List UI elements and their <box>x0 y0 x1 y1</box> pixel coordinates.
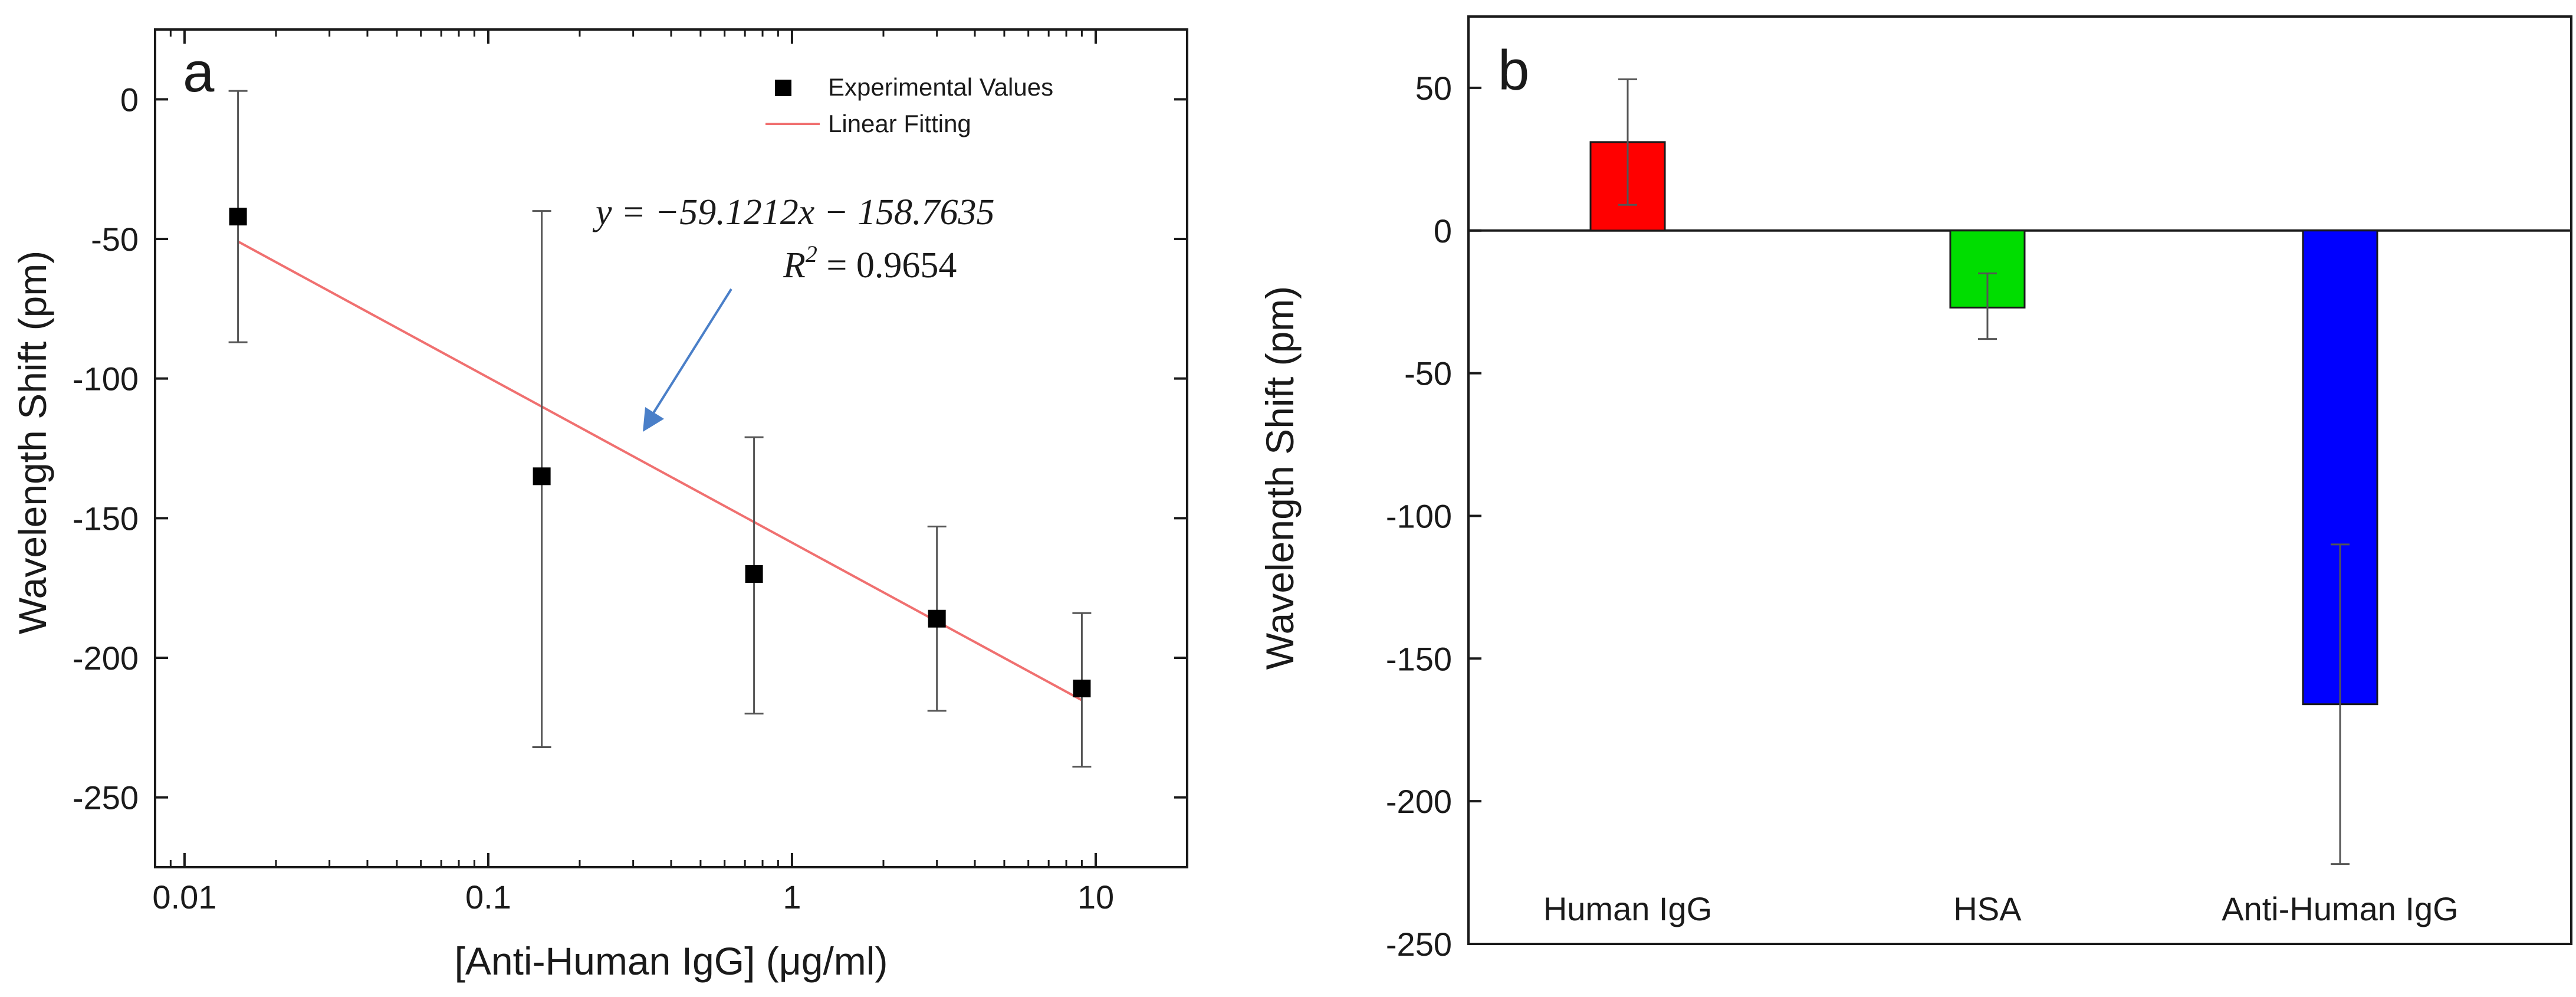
x-tick-label: 10 <box>1077 878 1114 916</box>
y-tick-label: 0 <box>120 81 139 118</box>
panel-a-plot-frame <box>154 28 1188 868</box>
category-label: Anti-Human IgG <box>2222 890 2459 927</box>
panel-a-y-axis-label: Wavelength Shift (pm) <box>11 251 54 634</box>
panel-a-legend: Experimental Values Linear Fitting <box>765 73 1053 137</box>
panel-a-equation: y = −59.1212x − 158.7635 R2 = 0.9654 <box>592 192 995 432</box>
data-point <box>1073 680 1091 698</box>
panel-a-x-axis-label: [Anti-Human IgG] (μg/ml) <box>455 939 888 983</box>
r-squared-exponent: 2 <box>806 241 817 267</box>
y-tick-label: -200 <box>73 639 139 677</box>
y-tick-label: -100 <box>73 360 139 398</box>
y-tick-label: 50 <box>1415 70 1452 107</box>
panel-b-plot-frame <box>1467 15 2572 945</box>
y-tick-label: -150 <box>73 500 139 537</box>
fit-equation: y = −59.1212x − 158.7635 <box>592 192 995 232</box>
category-label: Human IgG <box>1543 890 1712 927</box>
panel-a-fit-layer <box>237 240 1083 701</box>
category-label: HSA <box>1953 890 2022 927</box>
annotation-arrow-shaft <box>652 288 732 414</box>
y-tick-label: 0 <box>1434 212 1452 250</box>
legend-square-marker <box>775 80 791 96</box>
panel-b-y-ticks: 50 0 -50 -100 -150 -200 -250 <box>1386 70 1481 963</box>
x-tick-label: 0.1 <box>465 878 511 916</box>
panel-a: a 0 -50 -100 -150 -200 -250 0.01 0.1 1 10 Wavele… <box>11 28 1188 983</box>
data-point <box>928 609 946 628</box>
legend-experimental-values: Experimental Values <box>828 73 1053 101</box>
legend-linear-fitting: Linear Fitting <box>828 110 971 137</box>
y-tick-label: -50 <box>1404 355 1452 392</box>
data-point <box>229 208 247 226</box>
y-tick-label: -150 <box>1386 640 1452 677</box>
y-tick-label: -100 <box>1386 497 1452 534</box>
r-squared-value: = 0.9654 <box>817 245 957 286</box>
data-point <box>533 467 551 486</box>
y-tick-label: -250 <box>73 779 139 816</box>
panel-b-y-axis-label: Wavelength Shift (pm) <box>1258 286 1302 670</box>
r-squared-symbol: R <box>783 245 806 286</box>
panel-a-points-layer <box>228 90 1092 768</box>
y-tick-label: -50 <box>91 221 139 258</box>
panel-b-label: b <box>1498 39 1529 102</box>
x-tick-label: 1 <box>783 878 801 916</box>
fit-line <box>237 240 1083 701</box>
data-point <box>745 565 763 583</box>
r-squared: R2 = 0.9654 <box>783 241 957 286</box>
y-tick-label: -250 <box>1386 926 1452 963</box>
x-tick-label: 0.01 <box>152 878 216 916</box>
panel-a-y-ticks: 0 -50 -100 -150 -200 -250 <box>73 81 1187 816</box>
panel-b: b 50 0 -50 -100 -150 -200 -250 Wavelength Shif… <box>1258 15 2572 963</box>
annotation-arrow-head <box>643 407 664 432</box>
panel-a-label: a <box>183 41 215 104</box>
panel-a-x-ticks: 0.01 0.1 1 10 <box>152 29 1114 916</box>
panel-b-bars-layer: Human IgG HSA Anti-Human IgG <box>1543 78 2459 927</box>
y-tick-label: -200 <box>1386 783 1452 820</box>
